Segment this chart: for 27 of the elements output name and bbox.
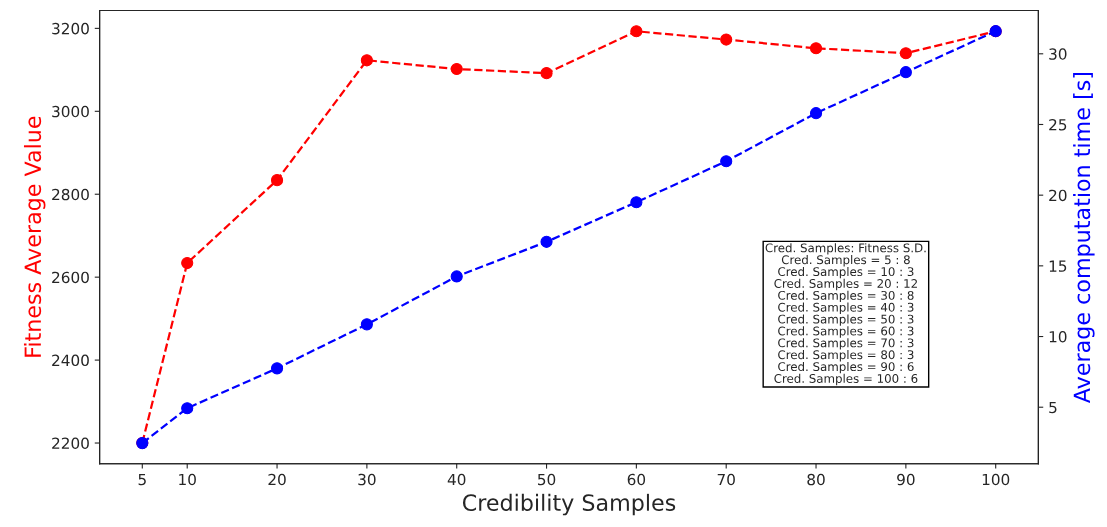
x-tick-label: 100 (982, 473, 1010, 486)
y2-tick-label: 25 (1049, 118, 1067, 131)
y2-tick-label: 30 (1049, 48, 1067, 60)
y-tick-label: 2800 (52, 188, 89, 201)
y2-tick-label: 5 (1049, 401, 1057, 414)
y2-tick-label: 15 (1049, 260, 1067, 272)
y-tick-label: 2600 (52, 271, 89, 284)
y-tick-label: 3200 (52, 22, 89, 35)
text: Cred. Samples: Fitness S.D. Cred. Samples = 5 : 8 Cred. Samples = 10 : 3 Cred. Samples = 20 : 12 Cred. Samples = 30 : 8 Cred. Samples = 40 : 3 Cred. Samples = 50 : 3 Cred. Samples = 60 : 3 Cred. Samples = 70 : 3 Cred. Samples = 80 : 3 Cred. Samples = 90 : 6 Cred. Samples = 100 : 6 (765, 243, 926, 386)
x-tick-label: 70 (717, 473, 735, 486)
y-axis-title: Fitness Average Value (23, 116, 46, 357)
y-tick-label: 2200 (52, 437, 89, 450)
x-tick-label: 50 (538, 473, 556, 486)
y-tick-label: 3000 (52, 105, 89, 118)
x-tick-label: 10 (179, 473, 196, 486)
x-tick-label: 60 (627, 473, 646, 486)
x-tick-label: 20 (268, 473, 286, 486)
y2-axis-title: Average computation time [s] (1073, 73, 1095, 404)
x-tick-label: 30 (358, 473, 376, 486)
x-axis-title: Credibility Samples (462, 493, 676, 516)
x-tick-label: 40 (447, 473, 466, 486)
x-tick-label: 5 (138, 473, 146, 486)
x-tick-label: 80 (807, 473, 825, 486)
y2-tick-label: 20 (1049, 189, 1067, 202)
y-tick-label: 2400 (52, 354, 89, 367)
x-tick-label: 90 (897, 473, 915, 486)
y2-tick-label: 10 (1049, 331, 1067, 343)
